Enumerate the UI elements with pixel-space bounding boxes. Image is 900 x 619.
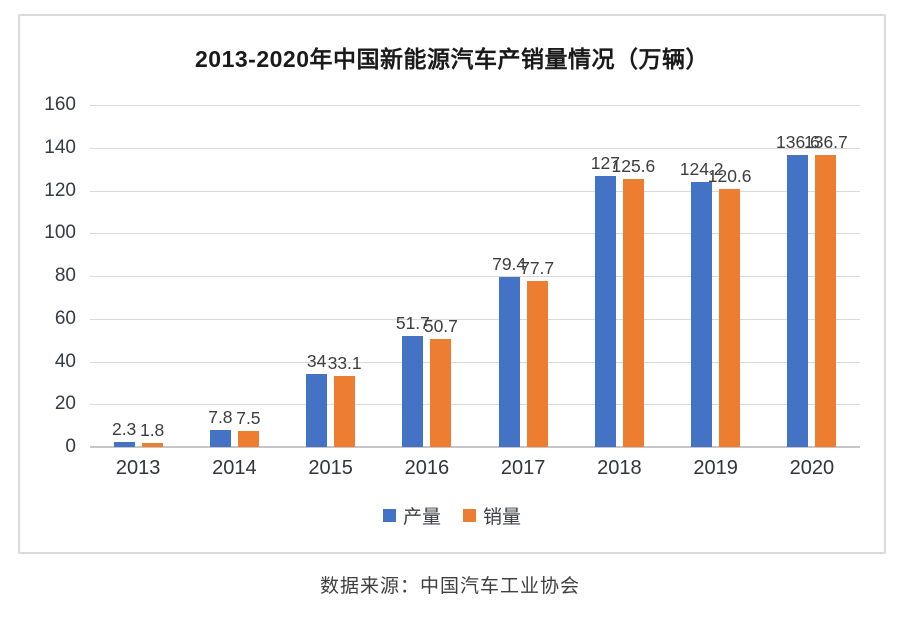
gridline [90,318,860,320]
legend-item-sales: 销量 [463,502,521,529]
bar-production-2014 [209,430,231,447]
bar-value-label-production-2013: 2.3 [111,419,137,440]
bar-value-label-production-2018: 127 [590,152,620,173]
bar-production-2020 [787,155,809,447]
bar-production-2017 [498,277,520,447]
x-axis-category-label: 2016 [404,457,450,479]
bar-value-label-production-2014: 7.8 [208,407,233,428]
bar-sales-2018 [622,178,644,447]
gridline [90,233,860,235]
legend-item-production: 产量 [382,502,441,529]
x-axis-category-label: 2015 [308,457,353,479]
legend-swatch-sales [463,509,476,522]
legend-label-production: 产量 [402,507,441,528]
y-axis-tick-label: 0 [65,436,76,457]
bar-production-2016 [402,336,424,447]
y-axis-tick-label: 120 [44,179,76,201]
bar-value-label-sales-2019: 120.6 [707,166,752,187]
bar-value-label-production-2017: 79.4 [492,254,527,275]
bar-value-label-production-2020: 136.6 [775,132,820,153]
bar-production-2013 [113,442,135,447]
x-axis-category-label: 2014 [212,457,257,479]
bar-production-2015 [306,374,328,447]
chart-title: 2013-2020年中国新能源汽车产销量情况（万辆） [195,46,709,72]
bar-value-label-sales-2013: 1.8 [139,420,165,441]
x-axis-category-label: 2019 [693,457,738,479]
y-axis-tick-label: 100 [44,222,76,244]
bar-production-2018 [594,175,616,447]
bar-value-label-sales-2018: 125.6 [611,155,656,176]
gridline [90,147,860,149]
y-axis-tick-label: 160 [44,94,76,115]
y-axis-tick-label: 140 [44,136,76,158]
legend-label-sales: 销量 [483,507,522,528]
bar-value-label-sales-2016: 50.7 [423,315,458,336]
x-axis-category-label: 2013 [115,457,161,479]
legend-swatch-production [382,509,396,522]
bar-value-label-sales-2017: 77.7 [520,257,555,278]
gridline [90,361,860,363]
gridline [90,190,860,192]
bar-production-2019 [691,181,713,447]
y-axis-tick-label: 40 [54,350,76,372]
y-axis-tick-label: 60 [54,307,76,329]
bar-value-label-sales-2014: 7.5 [236,407,261,428]
bar-sales-2019 [719,189,741,447]
bar-sales-2016 [430,338,452,447]
bar-value-label-production-2019: 124.2 [679,158,724,179]
y-axis-tick-label: 20 [54,393,76,415]
bar-value-label-sales-2015: 33.1 [327,353,362,374]
bar-value-label-production-2015: 34 [306,351,327,372]
bar-value-label-production-2016: 51.7 [395,313,430,334]
bar-sales-2013 [141,443,163,447]
bar-sales-2014 [237,430,259,447]
gridline [90,404,860,406]
chart-legend: 产量 销量 [20,502,884,529]
x-axis-category-label: 2020 [789,457,835,479]
bar-sales-2015 [334,376,356,447]
x-axis-category-label: 2018 [597,457,642,479]
y-axis-tick-label: 80 [54,265,76,286]
gridline [90,105,860,106]
x-axis-category-label: 2017 [500,457,546,479]
bar-value-label-sales-2020: 136.7 [803,131,848,152]
gridline [90,276,860,277]
bar-sales-2017 [526,280,548,447]
x-axis-line [90,446,860,448]
bar-sales-2020 [815,154,837,447]
data-source-caption: 数据来源：中国汽车工业协会 [319,576,580,597]
chart-panel: 2013-2020年中国新能源汽车产销量情况（万辆） 0 20 40 60 80 100 1… [18,14,886,554]
